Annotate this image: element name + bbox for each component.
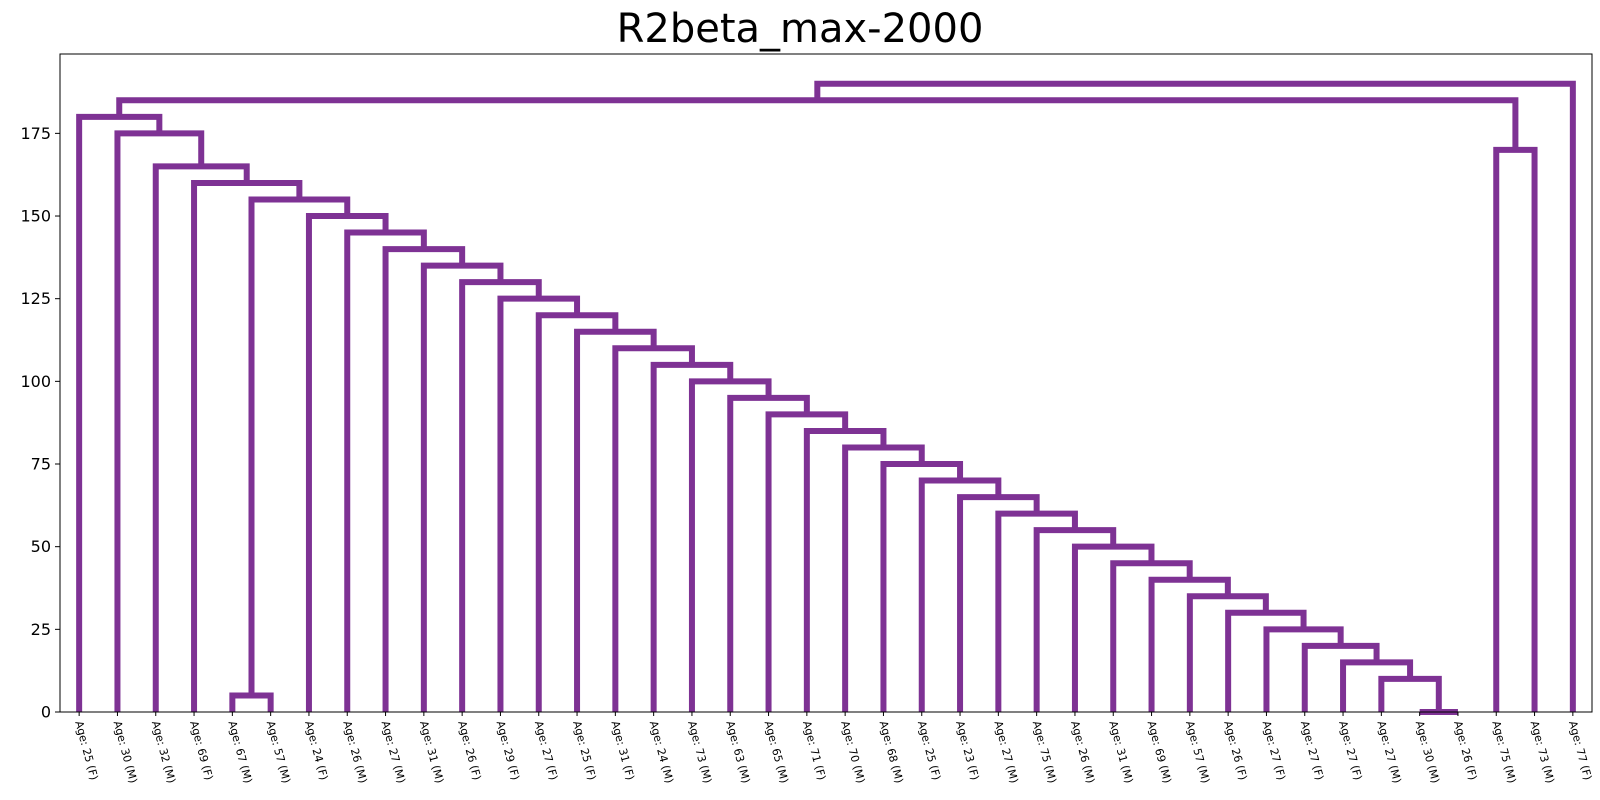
chart-title: R2beta_max-2000 [616,6,984,52]
dendrogram-link [1033,527,1117,712]
leaf-label: Age: 57 (M) [264,719,293,784]
dendrogram-link [191,179,303,712]
leaf-label: Age: 26 (M) [340,719,369,784]
leaf-label: Age: 26 (F) [1221,719,1249,781]
leaf-label: Age: 24 (F) [302,719,330,781]
leaf-label: Age: 27 (F) [1260,719,1288,781]
leaf-label: Age: 30 (M) [1413,719,1442,784]
dendrogram-link [459,279,542,712]
leaf-label: Age: 73 (M) [685,719,714,784]
y-tick-label: 175 [20,124,51,143]
dendrogram-link [248,196,351,696]
dendrogram-links [76,80,1576,715]
dendrogram-link [1493,146,1538,712]
leaf-label: Age: 71 (F) [800,719,828,781]
leaf-label: Age: 25 (F) [72,719,100,781]
leaf-label: Age: 25 (F) [915,719,943,781]
leaf-label: Age: 26 (F) [1451,719,1479,781]
leaf-label: Age: 31 (M) [1106,719,1135,784]
y-tick-label: 75 [31,455,51,474]
leaf-label: Age: 32 (M) [149,719,178,784]
dendrogram-link [1340,659,1414,712]
dendrogram-link [803,427,887,712]
y-tick-label: 25 [31,620,51,639]
leaf-label: Age: 27 (M) [1374,719,1403,784]
dendrogram-link [114,130,205,712]
leaf-label: Age: 31 (M) [417,719,446,784]
leaf-label: Age: 67 (M) [225,719,254,784]
leaf-label: Age: 65 (M) [762,719,791,784]
leaf-label: Age: 29 (F) [494,719,522,781]
leaf-label: Age: 25 (F) [570,719,598,781]
leaf-label: Age: 24 (M) [647,719,676,784]
leaf-label: Age: 63 (M) [723,719,752,784]
y-tick-label: 50 [31,537,51,556]
dendrogram-link [574,328,657,712]
dendrogram-link [1378,675,1442,712]
leaf-label: Age: 27 (F) [1336,719,1364,781]
y-tick-label: 0 [41,703,51,722]
leaf-label: Age: 75 (M) [1489,719,1518,784]
dendrogram-link [229,692,274,712]
dendrogram-link [116,97,1519,150]
dendrogram-link [814,80,1576,712]
leaf-labels: Age: 25 (F) Age: 30 (M) Age: 32 (M) Age: 69… [72,712,1594,785]
y-tick-label: 125 [20,289,51,308]
leaf-label: Age: 73 (M) [1528,719,1557,784]
leaf-label: Age: 69 (M) [1145,719,1174,784]
leaf-label: Age: 57 (M) [1183,719,1212,784]
leaf-label: Age: 27 (F) [1298,719,1326,781]
dendrogram-link [1148,576,1231,712]
leaf-label: Age: 70 (M) [838,719,867,784]
leaf-label: Age: 30 (M) [111,719,140,784]
dendrogram-link [918,477,1002,712]
leaf-label: Age: 75 (M) [1030,719,1059,784]
dendrogram-link [1263,626,1344,712]
y-tick-label: 150 [20,207,51,226]
leaf-label: Age: 27 (M) [991,719,1020,784]
axes-frame [59,53,1593,713]
leaf-label: Age: 26 (F) [455,719,483,781]
leaf-label: Age: 27 (F) [532,719,560,781]
leaf-label: Age: 68 (M) [877,719,906,784]
dendrogram-link [344,229,427,712]
dendrogram-link [152,163,250,712]
leaf-label: Age: 26 (M) [1068,719,1097,784]
dendrogram-link [688,378,772,712]
leaf-label: Age: 77 (F) [1566,719,1594,781]
leaf-label: Age: 31 (F) [608,719,636,781]
leaf-label: Age: 23 (F) [953,719,981,781]
y-axis: 0 25 50 75 100 125 150 175 [20,124,60,722]
leaf-label: Age: 69 (F) [187,719,215,781]
leaf-label: Age: 27 (M) [379,719,408,784]
y-tick-label: 100 [20,372,51,391]
